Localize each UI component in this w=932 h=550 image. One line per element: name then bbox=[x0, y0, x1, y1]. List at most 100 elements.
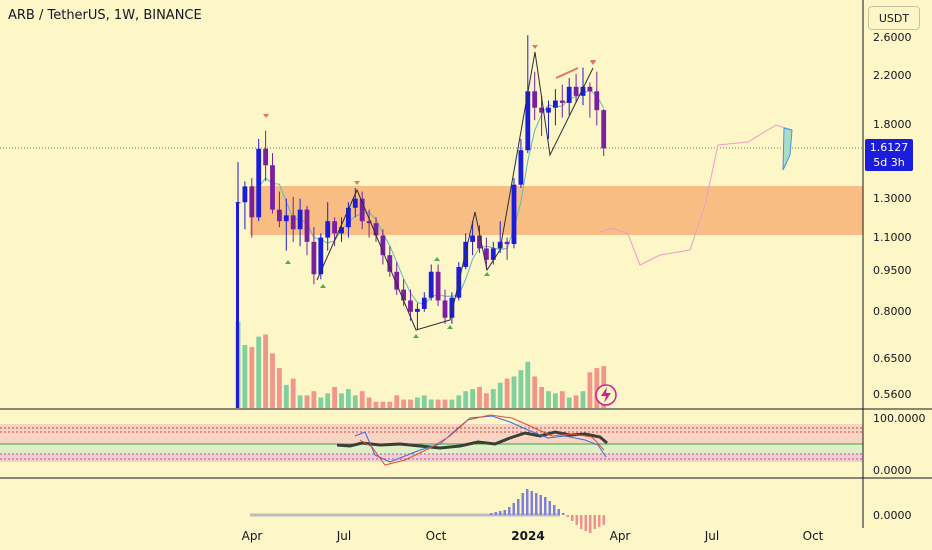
volume-bar bbox=[580, 391, 586, 408]
histogram-bar bbox=[557, 509, 560, 515]
histogram-pane bbox=[250, 489, 605, 533]
volume-bar bbox=[435, 399, 441, 408]
volume-bar bbox=[277, 368, 282, 408]
candle-body bbox=[421, 297, 427, 309]
candle-body bbox=[242, 186, 248, 203]
candle-body bbox=[573, 86, 579, 96]
candle-body bbox=[256, 148, 262, 218]
candle-body bbox=[283, 215, 289, 222]
histogram-bar bbox=[589, 515, 592, 533]
candle-body bbox=[290, 215, 296, 230]
volume-bar bbox=[456, 395, 462, 408]
volume-bar bbox=[518, 370, 524, 408]
candle-body bbox=[428, 271, 434, 298]
candle-body bbox=[490, 248, 496, 260]
time-axis-label: Oct bbox=[803, 529, 824, 543]
candle-body bbox=[263, 148, 268, 166]
last-price-value: 1.6127 bbox=[869, 141, 909, 154]
projection-line bbox=[599, 124, 793, 266]
volume-bar bbox=[477, 387, 482, 408]
histogram-bar bbox=[593, 515, 596, 529]
volume-bar bbox=[415, 397, 420, 408]
candle-body bbox=[339, 227, 344, 234]
histogram-axis-label: 0.0000 bbox=[873, 509, 912, 522]
volume-bar bbox=[463, 391, 469, 408]
volume-bar bbox=[401, 399, 406, 408]
histogram-bar bbox=[571, 515, 574, 521]
candle-body bbox=[394, 271, 400, 290]
candle-body bbox=[470, 235, 475, 242]
volume-bar bbox=[373, 401, 379, 408]
candle-body bbox=[236, 202, 239, 408]
pivot-low-marker bbox=[413, 334, 419, 338]
oscillator-band-upper bbox=[0, 424, 863, 444]
volume-bar bbox=[470, 389, 475, 408]
time-axis-label: 2024 bbox=[511, 529, 544, 543]
price-axis-label: 1.1000 bbox=[873, 231, 912, 244]
time-axis-label: Jul bbox=[704, 529, 719, 543]
candle-body bbox=[497, 241, 503, 249]
candle-body bbox=[346, 207, 351, 228]
volume-bar bbox=[587, 372, 593, 408]
histogram-bar bbox=[580, 515, 583, 529]
volume-bar bbox=[366, 397, 372, 408]
volume-bar bbox=[270, 353, 275, 408]
time-axis-label: Apr bbox=[610, 529, 631, 543]
candle-body bbox=[525, 91, 531, 151]
currency-button[interactable]: USDT bbox=[868, 6, 920, 30]
oscillator-axis-label: 0.0000 bbox=[873, 464, 912, 477]
histogram-bar bbox=[521, 493, 524, 515]
candle-body bbox=[408, 300, 413, 312]
oscillator-band-middle bbox=[0, 444, 863, 454]
candle-body bbox=[566, 86, 572, 103]
chart-title: ARB / TetherUS, 1W, BINANCE bbox=[8, 8, 202, 23]
volume-bar bbox=[311, 391, 317, 408]
volume-bar bbox=[256, 336, 262, 408]
pivot-low-marker bbox=[484, 272, 490, 276]
candle-body bbox=[587, 86, 593, 92]
histogram-bar bbox=[508, 507, 511, 515]
volume-bar bbox=[573, 395, 579, 408]
price-axis-label: 2.2000 bbox=[873, 69, 912, 82]
volume-bar bbox=[532, 376, 538, 408]
volume-bar bbox=[449, 399, 455, 408]
volume-bar bbox=[428, 399, 434, 408]
volume-bar bbox=[421, 395, 427, 408]
pivot-low-marker bbox=[434, 257, 440, 261]
volume-bar bbox=[325, 393, 331, 408]
candle-body bbox=[249, 186, 255, 218]
price-axis-label: 1.8000 bbox=[873, 118, 912, 131]
pivot-low-marker bbox=[320, 284, 326, 288]
last-price-tag: 1.6127 5d 3h bbox=[865, 139, 913, 171]
volume-bar bbox=[318, 397, 324, 408]
volume-bar bbox=[380, 401, 386, 408]
volume-bar bbox=[283, 384, 289, 408]
volume-bar bbox=[394, 395, 400, 408]
candle-body bbox=[539, 107, 544, 113]
histogram-bar bbox=[598, 515, 601, 527]
volume-bar bbox=[566, 397, 572, 408]
histogram-bar bbox=[490, 513, 493, 515]
candle-body bbox=[553, 100, 558, 108]
oscillator-d-line bbox=[359, 414, 605, 466]
flash-icon[interactable] bbox=[595, 384, 617, 406]
volume-bar bbox=[497, 382, 503, 408]
pivot-high-marker bbox=[590, 61, 596, 65]
volume-bar bbox=[359, 391, 365, 408]
histogram-bar bbox=[566, 515, 569, 517]
price-zone bbox=[250, 186, 863, 235]
oscillator-pane bbox=[0, 414, 863, 466]
candle-body bbox=[435, 271, 441, 301]
candle-body bbox=[449, 297, 455, 318]
volume-bar bbox=[525, 361, 531, 408]
oscillator-axis-label: 100.0000 bbox=[873, 412, 926, 425]
candle-body bbox=[442, 300, 448, 318]
candle-body bbox=[297, 209, 303, 230]
candle-body bbox=[373, 223, 379, 236]
candle-body bbox=[511, 184, 517, 245]
histogram-bar bbox=[562, 513, 565, 515]
pivot-high-marker bbox=[263, 114, 269, 118]
volume-bar bbox=[290, 378, 296, 408]
candle-body bbox=[484, 248, 489, 260]
